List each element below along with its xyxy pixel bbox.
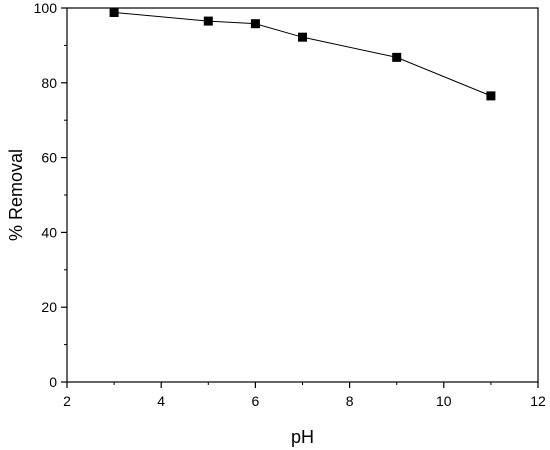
data-point-marker — [203, 16, 213, 26]
series-layer — [109, 7, 496, 101]
y-tick-label: 80 — [41, 75, 57, 91]
y-axis-title: % Removal — [6, 149, 26, 241]
data-point-marker — [250, 19, 260, 29]
data-point-marker — [392, 52, 402, 62]
x-tick-label: 2 — [63, 393, 71, 409]
plot-frame — [66, 7, 539, 383]
data-point-marker — [298, 32, 307, 42]
x-tick-label: 8 — [346, 393, 354, 409]
x-tick-label: 4 — [157, 393, 165, 409]
x-tick-label: 10 — [436, 393, 452, 409]
series-line — [114, 11, 492, 97]
data-point-marker — [486, 91, 496, 101]
y-tick-label: 40 — [41, 224, 57, 240]
x-axis-title: pH — [291, 427, 314, 447]
data-point-marker — [109, 7, 119, 17]
y-tick-label: 0 — [49, 374, 57, 390]
y-tick-label: 60 — [41, 150, 57, 166]
y-axis-ticks: 0 20 40 60 80 100 — [34, 0, 67, 390]
x-tick-label: 6 — [252, 393, 260, 409]
x-axis-ticks: 2 4 6 8 10 12 — [63, 382, 546, 409]
x-tick-label: 12 — [530, 393, 546, 409]
y-tick-label: 100 — [34, 0, 58, 16]
plot-area — [66, 7, 539, 383]
y-tick-label: 20 — [41, 299, 57, 315]
